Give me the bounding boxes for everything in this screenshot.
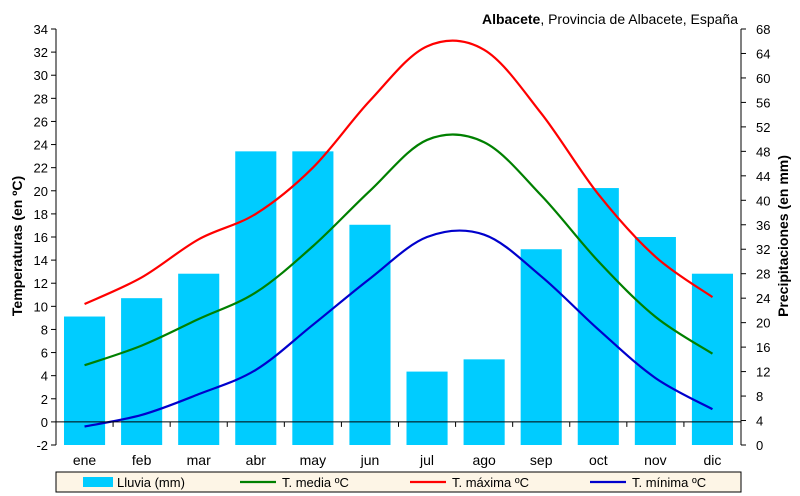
legend-label-min: T. mínima ºC (632, 475, 706, 490)
left-tick-label: 8 (41, 322, 48, 337)
chart-title-rest: , Provincia de Albacete, España (540, 11, 738, 27)
right-tick-label: 48 (756, 144, 770, 159)
right-tick-label: 68 (756, 22, 770, 37)
right-tick-label: 44 (756, 169, 770, 184)
right-tick-label: 56 (756, 95, 770, 110)
temperature-line (84, 39, 714, 306)
right-tick-label: 20 (756, 316, 770, 331)
chart-title: Albacete, Provincia de Albacete, España (482, 11, 738, 27)
left-tick-label: 12 (34, 276, 48, 291)
category-labels: ene feb mar abr may jun jul ago sep oct nov dic (73, 452, 722, 468)
month-label: oct (589, 452, 608, 468)
right-tick-label: 60 (756, 71, 770, 86)
legend-swatch-rain (83, 477, 113, 487)
right-tick-label: 28 (756, 267, 770, 282)
rain-bar (292, 151, 334, 445)
right-tick-label: 52 (756, 120, 770, 135)
bar-series (63, 151, 734, 445)
legend-label-mean: T. media ºC (282, 475, 349, 490)
left-tick-label: 6 (41, 346, 48, 361)
month-label: ago (472, 452, 496, 468)
right-tick-label: 32 (756, 242, 770, 257)
left-tick-label: 32 (34, 45, 48, 60)
line-series (84, 39, 714, 428)
month-label: feb (132, 452, 152, 468)
rain-bar (691, 273, 734, 445)
rain-bar (178, 273, 220, 445)
left-tick-label: 20 (34, 184, 48, 199)
temperature-line (84, 133, 714, 367)
month-label: jul (419, 452, 434, 468)
right-tick-label: 64 (756, 46, 770, 61)
chart-title-bold: Albacete (482, 11, 541, 27)
left-tick-label: 22 (34, 161, 48, 176)
rain-bar (121, 298, 163, 445)
left-tick-label: 10 (34, 299, 48, 314)
right-tick-label: 40 (756, 193, 770, 208)
rain-bar (235, 151, 277, 445)
rain-bar (634, 237, 676, 445)
month-label: sep (530, 452, 553, 468)
left-tick-label: 14 (34, 253, 48, 268)
right-tick-label: 4 (756, 414, 763, 429)
rain-bar (406, 371, 448, 445)
legend-box (55, 471, 742, 493)
month-label: dic (704, 452, 722, 468)
month-label: jun (360, 452, 380, 468)
right-tick-label: 36 (756, 218, 770, 233)
legend: Lluvia (mm) T. media ºC T. máxima ºC T. mín… (55, 471, 742, 493)
rain-bar (463, 359, 505, 445)
left-tick-label: 4 (41, 369, 48, 384)
left-axis-title: Temperaturas (en ºC) (9, 176, 25, 316)
left-tick-label: 18 (34, 207, 48, 222)
right-tick-label: 12 (756, 365, 770, 380)
month-label: may (300, 452, 326, 468)
month-label: nov (644, 452, 667, 468)
right-tick-label: 8 (756, 389, 763, 404)
right-tick-label: 0 (756, 438, 763, 453)
right-tick-label: 16 (756, 340, 770, 355)
temperature-line (84, 229, 713, 428)
right-axis-title: Precipitaciones (en mm) (775, 155, 791, 317)
month-label: abr (246, 452, 267, 468)
left-tick-label: 2 (41, 392, 48, 407)
right-tick-label: 24 (756, 291, 770, 306)
rain-bar (520, 249, 562, 445)
left-tick-label: 24 (34, 138, 48, 153)
left-tick-label: 30 (34, 68, 48, 83)
legend-label-rain: Lluvia (mm) (117, 475, 185, 490)
left-tick-label: 28 (34, 91, 48, 106)
left-tick-label: 0 (41, 415, 48, 430)
left-tick-label: -2 (36, 438, 48, 453)
month-label: mar (187, 452, 211, 468)
left-tick-label: 26 (34, 114, 48, 129)
month-label: ene (73, 452, 97, 468)
rain-bar (349, 224, 391, 445)
legend-label-max: T. máxima ºC (452, 475, 529, 490)
left-tick-label: 16 (34, 230, 48, 245)
left-tick-label: 34 (34, 22, 48, 37)
